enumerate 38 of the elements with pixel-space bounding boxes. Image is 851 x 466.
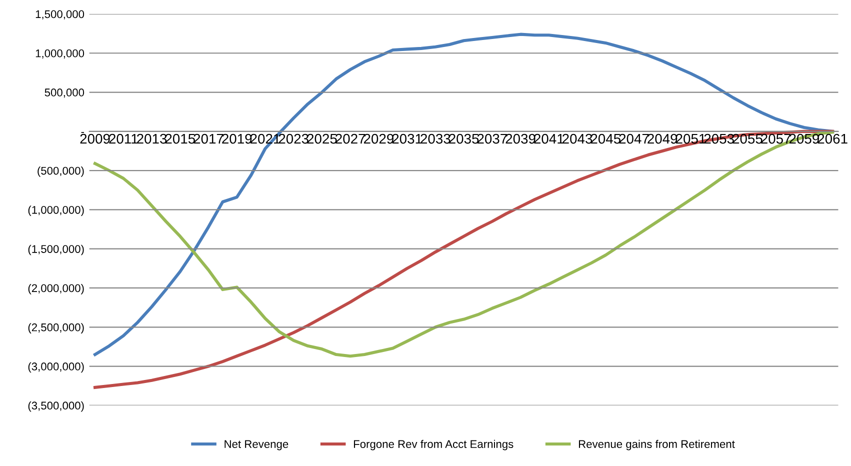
x-tick-label: 2039 [506, 134, 536, 144]
x-tick-label: 2009 [80, 134, 110, 144]
legend-label: Forgone Rev from Acct Earnings [354, 440, 514, 450]
x-tick-label: 2057 [761, 134, 791, 144]
legend-label: Net Revenge [224, 440, 288, 450]
x-tick-label: 2035 [449, 134, 479, 144]
x-tick-label: 2017 [194, 134, 224, 144]
x-tick-label: 2031 [392, 134, 422, 144]
y-tick-label: (3,500,000) [28, 401, 84, 412]
x-tick-label: 2015 [165, 134, 195, 144]
x-tick-label: 2047 [619, 134, 649, 144]
y-tick-label: (2,000,000) [28, 284, 84, 294]
x-tick-label: 2045 [590, 134, 620, 144]
x-tick-label: 2041 [534, 134, 564, 144]
legend-label: Revenue gains from Retirement [578, 440, 735, 450]
x-tick-label: 2029 [364, 134, 394, 144]
x-tick-label: 2043 [562, 134, 592, 144]
y-tick-label: (1,500,000) [28, 244, 84, 256]
y-tick-label: 500,000 [44, 88, 84, 98]
y-tick-label: 1,500,000 [36, 10, 84, 20]
x-tick-label: 2051 [676, 134, 706, 144]
x-tick-label: 2023 [278, 134, 308, 144]
y-tick-label: (1,000,000) [28, 206, 84, 216]
y-tick-label: - [81, 132, 84, 133]
x-tick-label: 2011 [109, 134, 138, 144]
y-tick-label: 1,000,000 [36, 49, 84, 59]
x-tick-label: 2037 [477, 134, 507, 144]
y-tick-label: (2,500,000) [28, 323, 84, 334]
y-tick-label: (500,000) [38, 166, 84, 177]
x-tick-label: 2033 [420, 134, 450, 144]
x-tick-label: 2055 [732, 134, 762, 144]
x-tick-label: 2027 [336, 134, 366, 144]
x-tick-label: 2061 [818, 134, 848, 144]
x-tick-label: 2013 [137, 134, 167, 144]
x-tick-label: 2019 [222, 134, 252, 144]
x-tick-label: 2025 [307, 134, 337, 144]
y-tick-label: (3,000,000) [28, 362, 84, 373]
x-tick-label: 2049 [648, 134, 678, 144]
